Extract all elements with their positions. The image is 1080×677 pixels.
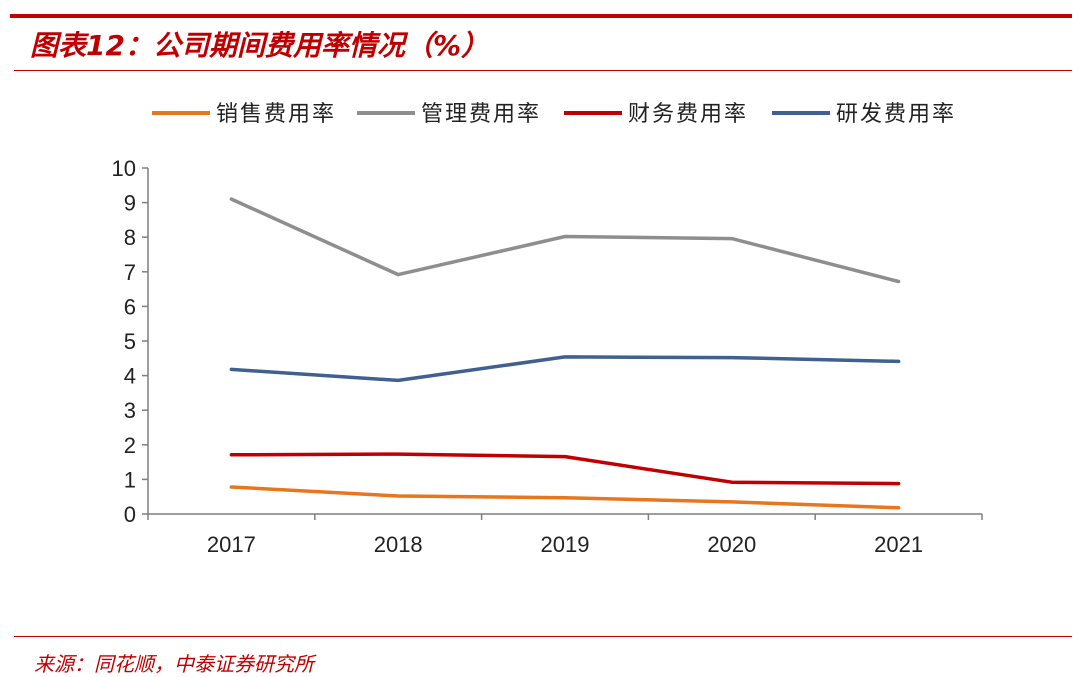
x-tick-label: 2020 <box>707 532 756 557</box>
y-tick-label: 3 <box>124 398 136 423</box>
y-tick-label: 8 <box>124 225 136 250</box>
y-tick-label: 1 <box>124 467 136 492</box>
y-tick-label: 7 <box>124 260 136 285</box>
title-rule <box>14 70 1072 71</box>
y-axis: 0 1 2 3 4 5 6 7 8 9 10 <box>112 156 149 527</box>
y-tick-label: 9 <box>124 191 136 216</box>
chart-series <box>229 197 901 510</box>
x-tick-label: 2017 <box>207 532 256 557</box>
legend-label: 管理费用率 <box>421 101 541 126</box>
legend-label: 财务费用率 <box>628 101 748 126</box>
x-axis: 2017 2018 2019 2020 2021 <box>147 513 983 557</box>
y-tick-label: 10 <box>112 156 136 181</box>
x-tick-label: 2018 <box>374 532 423 557</box>
series-line-0 <box>229 485 901 510</box>
source-note: 来源：同花顺，中泰证券研究所 <box>34 652 314 676</box>
y-tick-label: 0 <box>124 502 136 527</box>
x-tick-label: 2019 <box>541 532 590 557</box>
x-tick-label: 2021 <box>874 532 923 557</box>
y-tick-label: 6 <box>124 294 136 319</box>
series-line-2 <box>229 452 901 486</box>
chart-legend: 销售费用率 管理费用率 财务费用率 研发费用率 <box>152 101 956 126</box>
source-rule <box>14 636 1072 637</box>
y-tick-label: 2 <box>124 433 136 458</box>
legend-label: 研发费用率 <box>836 101 956 126</box>
series-line-3 <box>229 355 901 383</box>
legend-label: 销售费用率 <box>216 101 336 126</box>
figure-title: 图表12：公司期间费用率情况（%） <box>30 29 490 62</box>
series-line-1 <box>229 197 901 284</box>
y-tick-label: 5 <box>124 329 136 354</box>
top-rule <box>10 14 1072 18</box>
y-tick-label: 4 <box>124 364 136 389</box>
